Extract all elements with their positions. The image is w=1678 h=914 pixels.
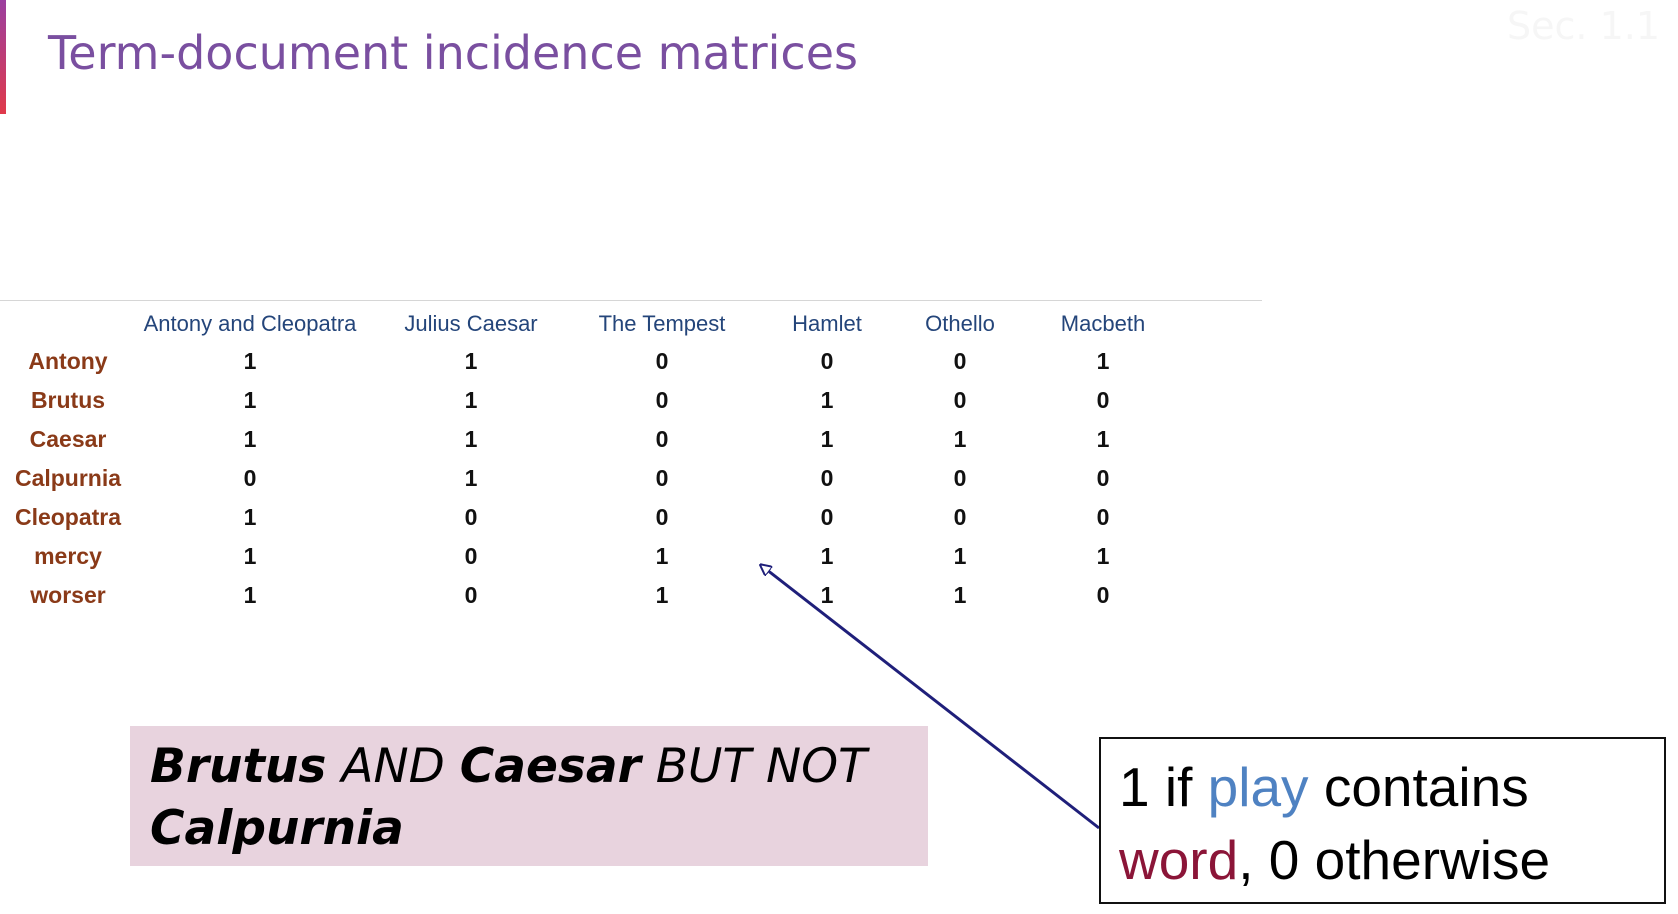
query-term: Caesar bbox=[459, 739, 641, 794]
incidence-cell: 1 bbox=[820, 543, 834, 569]
incidence-cell: 1 bbox=[820, 582, 834, 608]
incidence-cell: 0 bbox=[655, 387, 669, 413]
query-term: Brutus bbox=[150, 739, 327, 794]
incidence-cell: 0 bbox=[953, 348, 967, 374]
incidence-cell: 0 bbox=[953, 504, 967, 530]
incidence-matrix: Antony and Cleopatra Julius Caesar The T… bbox=[0, 306, 1194, 615]
row-term: Caesar bbox=[29, 426, 107, 452]
callout-text: 1 if bbox=[1119, 756, 1208, 818]
callout-text: contains bbox=[1308, 756, 1529, 818]
callout-box: 1 if play contains word, 0 otherwise bbox=[1099, 737, 1666, 904]
incidence-cell: 0 bbox=[655, 504, 669, 530]
header-row: Antony and Cleopatra Julius Caesar The T… bbox=[0, 306, 1194, 342]
incidence-cell: 1 bbox=[953, 543, 967, 569]
incidence-cell: 0 bbox=[1096, 465, 1110, 491]
incidence-cell: 0 bbox=[820, 465, 834, 491]
callout-keyword-word: word bbox=[1119, 829, 1239, 891]
table-top-rule bbox=[0, 300, 1262, 301]
row-term: Cleopatra bbox=[14, 504, 122, 530]
incidence-cell: 1 bbox=[243, 348, 257, 374]
incidence-cell: 1 bbox=[243, 582, 257, 608]
incidence-cell: 1 bbox=[243, 387, 257, 413]
corner-cell bbox=[0, 306, 136, 342]
column-header: Hamlet bbox=[792, 311, 862, 336]
incidence-cell: 0 bbox=[1096, 387, 1110, 413]
column-header: The Tempest bbox=[598, 311, 726, 336]
row-term: Antony bbox=[28, 348, 108, 374]
incidence-cell: 1 bbox=[464, 465, 478, 491]
incidence-cell: 1 bbox=[464, 348, 478, 374]
table-row: Cleopatra 1 0 0 0 0 0 bbox=[0, 498, 1194, 537]
incidence-cell: 0 bbox=[953, 465, 967, 491]
incidence-cell: 1 bbox=[953, 426, 967, 452]
row-term: worser bbox=[30, 582, 106, 608]
incidence-cell: 0 bbox=[953, 387, 967, 413]
table-row: Calpurnia 0 1 0 0 0 0 bbox=[0, 459, 1194, 498]
incidence-cell: 1 bbox=[953, 582, 967, 608]
incidence-cell: 1 bbox=[1096, 348, 1110, 374]
query-operator: BUT NOT bbox=[655, 739, 867, 794]
incidence-cell: 1 bbox=[1096, 543, 1110, 569]
incidence-cell: 1 bbox=[820, 426, 834, 452]
incidence-cell: 1 bbox=[820, 387, 834, 413]
accent-bar bbox=[0, 0, 6, 114]
incidence-cell: 1 bbox=[655, 543, 669, 569]
callout-keyword-play: play bbox=[1207, 756, 1309, 818]
boolean-query-box: Brutus AND Caesar BUT NOT Calpurnia bbox=[130, 726, 928, 866]
table-row: Brutus 1 1 0 1 0 0 bbox=[0, 381, 1194, 420]
incidence-cell: 0 bbox=[655, 465, 669, 491]
column-header: Othello bbox=[925, 311, 995, 336]
incidence-cell: 0 bbox=[464, 543, 478, 569]
incidence-cell: 0 bbox=[655, 426, 669, 452]
incidence-cell: 0 bbox=[464, 504, 478, 530]
column-header: Macbeth bbox=[1060, 311, 1146, 336]
callout-text: , 0 otherwise bbox=[1238, 829, 1551, 891]
incidence-cell: 1 bbox=[655, 582, 669, 608]
incidence-cell: 0 bbox=[464, 582, 478, 608]
incidence-cell: 1 bbox=[1096, 426, 1110, 452]
incidence-cell: 0 bbox=[1096, 504, 1110, 530]
table-row: mercy 1 0 1 1 1 1 bbox=[0, 537, 1194, 576]
slide-title: Term-document incidence matrices bbox=[48, 26, 858, 80]
incidence-cell: 0 bbox=[820, 348, 834, 374]
table-row: Antony 1 1 0 0 0 1 bbox=[0, 342, 1194, 381]
column-header: Julius Caesar bbox=[404, 311, 538, 336]
query-operator: AND bbox=[341, 739, 445, 794]
incidence-cell: 0 bbox=[655, 348, 669, 374]
incidence-cell: 1 bbox=[243, 543, 257, 569]
table-row: worser 1 0 1 1 1 0 bbox=[0, 576, 1194, 615]
incidence-cell: 1 bbox=[243, 426, 257, 452]
incidence-cell: 1 bbox=[464, 387, 478, 413]
column-header: Antony and Cleopatra bbox=[143, 311, 357, 336]
incidence-cell: 0 bbox=[243, 465, 257, 491]
incidence-cell: 1 bbox=[464, 426, 478, 452]
section-mark: Sec. 1.1 bbox=[1507, 4, 1660, 48]
row-term: mercy bbox=[34, 543, 102, 569]
incidence-cell: 0 bbox=[820, 504, 834, 530]
query-term: Calpurnia bbox=[150, 801, 404, 856]
row-term: Brutus bbox=[30, 387, 106, 413]
table-row: Caesar 1 1 0 1 1 1 bbox=[0, 420, 1194, 459]
row-term: Calpurnia bbox=[14, 465, 122, 491]
incidence-cell: 1 bbox=[243, 504, 257, 530]
incidence-cell: 0 bbox=[1096, 582, 1110, 608]
